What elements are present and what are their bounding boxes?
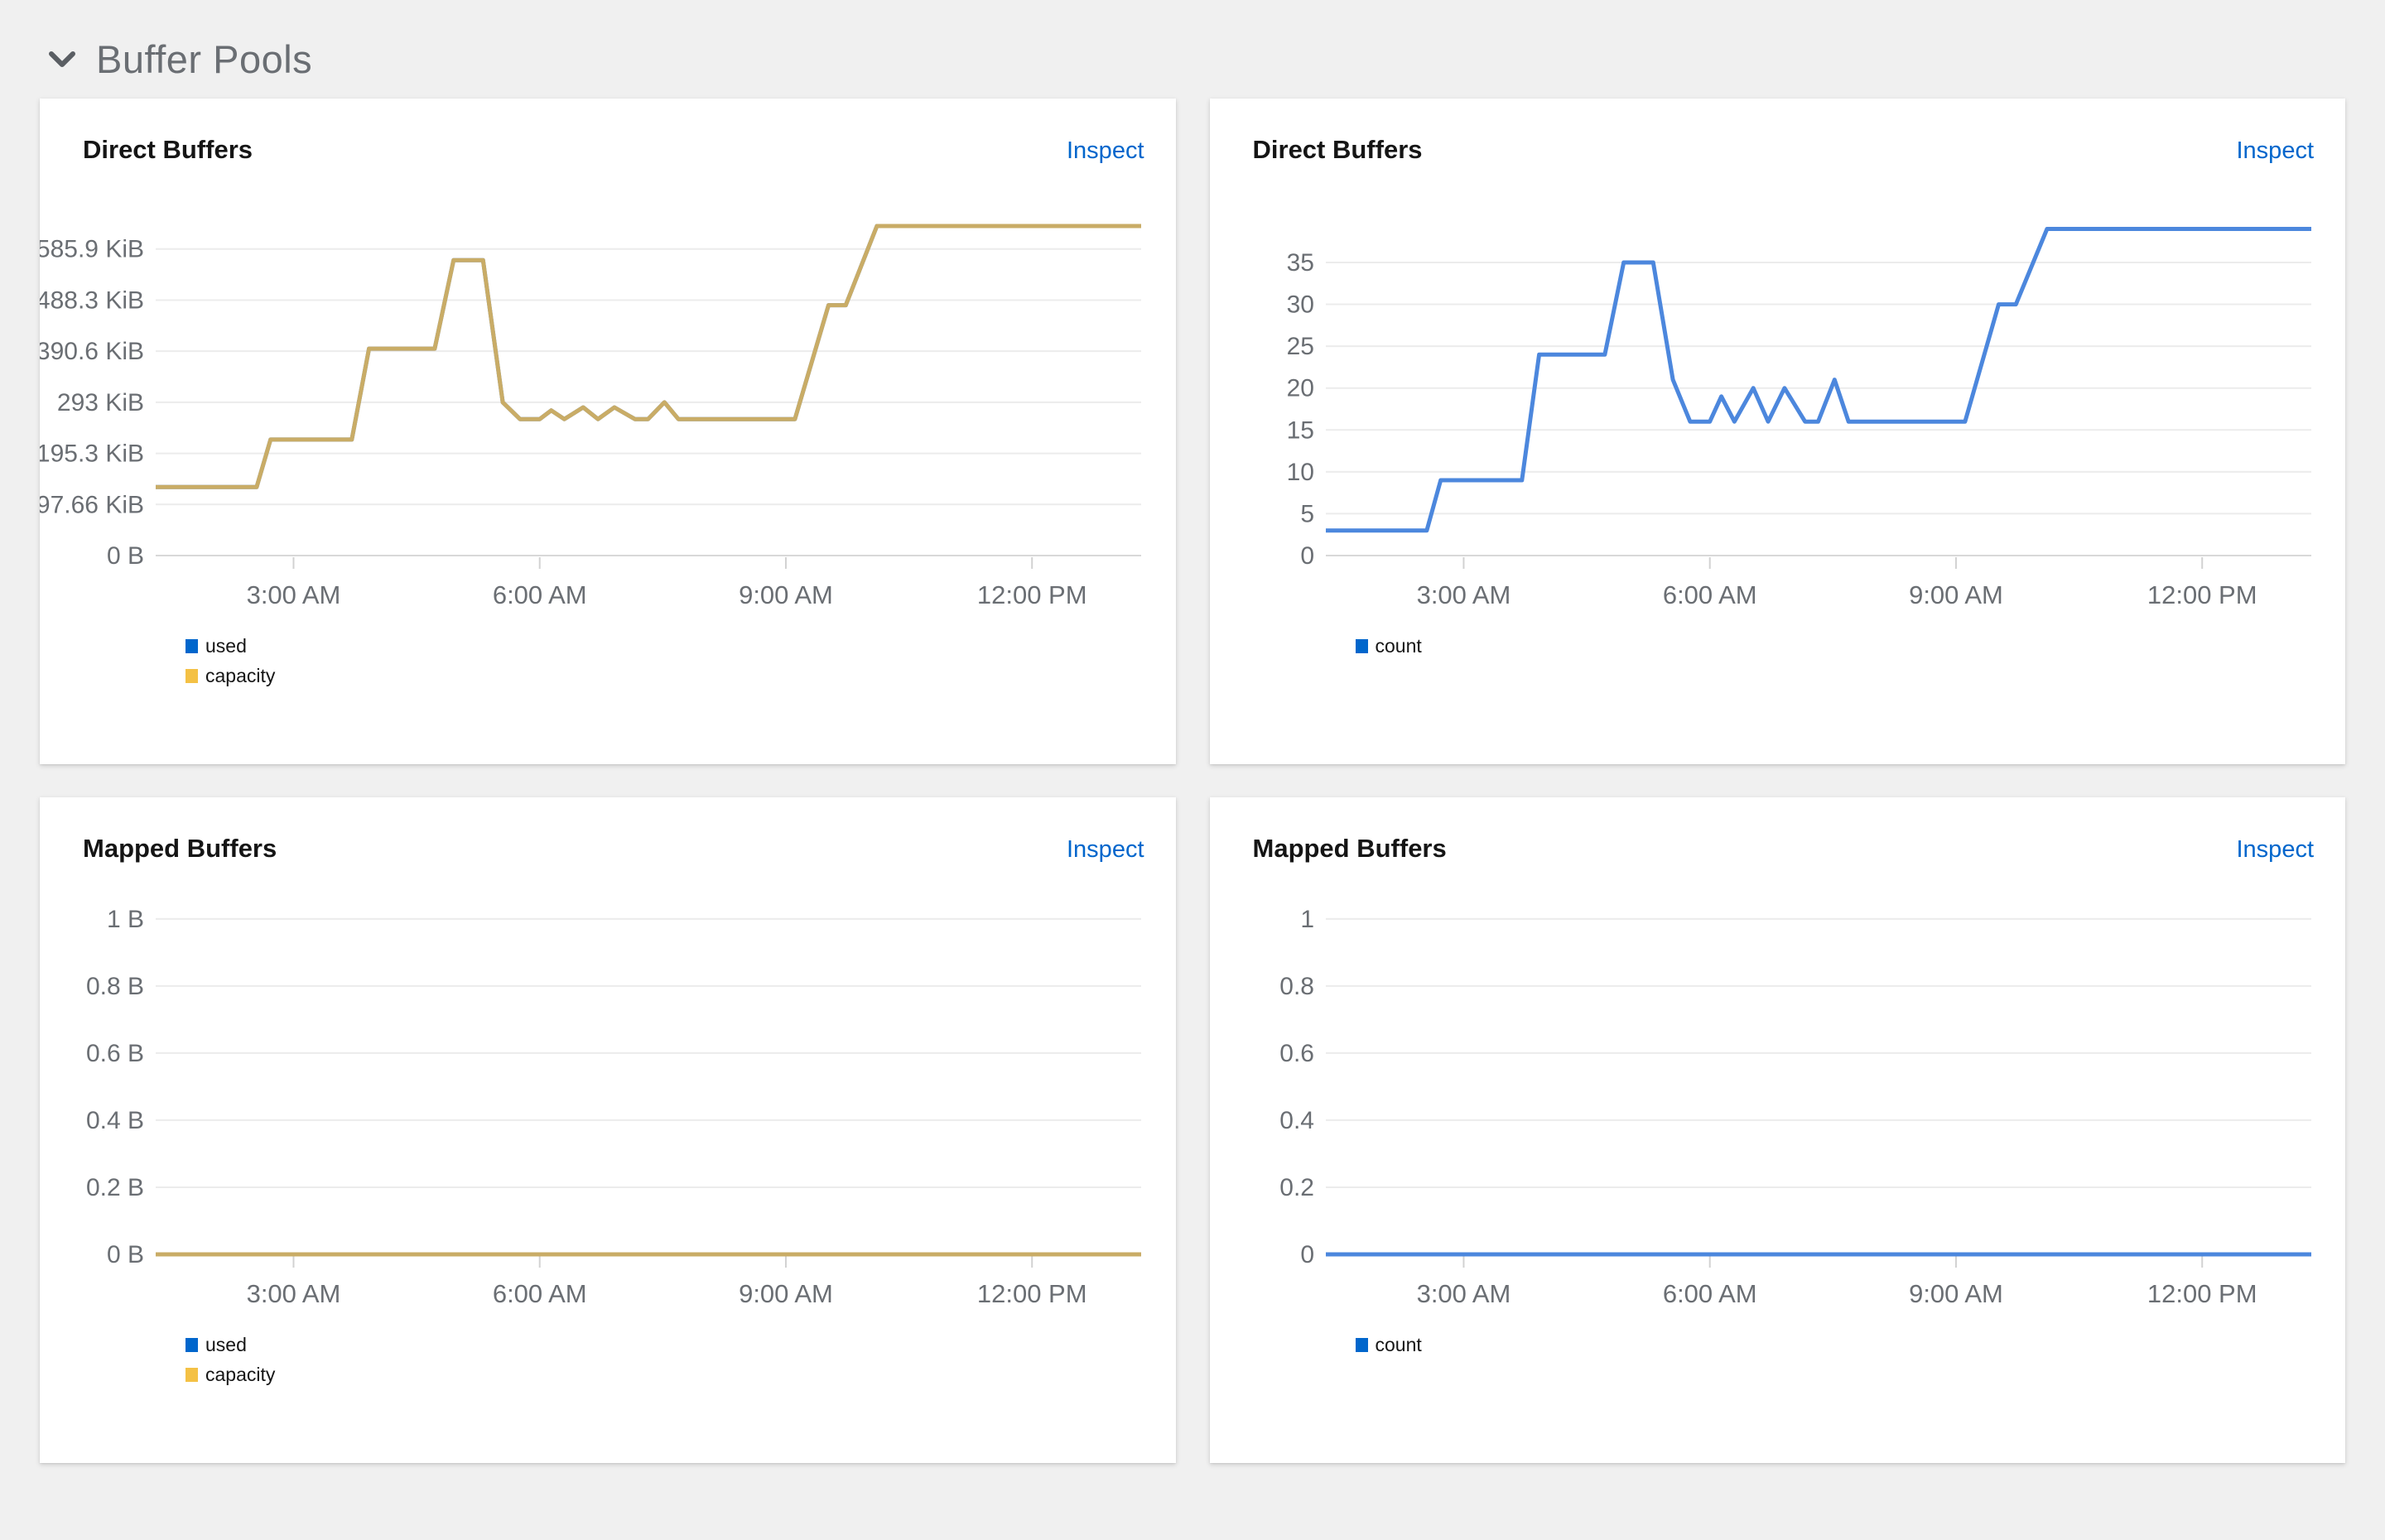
chart-legend: count [1355,635,2346,657]
svg-text:25: 25 [1286,333,1313,360]
legend-label: used [205,635,247,657]
legend-swatch-capacity [186,1368,198,1383]
svg-text:9:00 AM: 9:00 AM [739,1279,833,1308]
legend-swatch-count [1355,1338,1368,1353]
mapped-buffers-memory-chart: 0 B 0.2 B 0.4 B 0.6 B 0.8 B 1 B 3:00 AM 6:00 AM… [86,906,1141,1308]
legend-swatch-used [186,1338,198,1353]
legend-swatch-used [186,639,198,654]
svg-text:35: 35 [1286,249,1313,277]
chevron-down-icon [48,50,76,70]
svg-text:1: 1 [1300,906,1314,933]
svg-text:10: 10 [1286,459,1313,486]
chart-cards-grid: Direct Buffers Inspect 0 B 97.66 KiB 195.3… [0,99,2385,1463]
card-direct-buffers-count: Direct Buffers Inspect 0 5 10 15 20 25 30 35 3:0… [1209,99,2346,764]
svg-text:0: 0 [1300,1241,1314,1268]
svg-text:9:00 AM: 9:00 AM [1909,580,2003,609]
svg-text:195.3 KiB: 195.3 KiB [40,440,144,468]
svg-text:6:00 AM: 6:00 AM [493,1279,587,1308]
legend-item-capacity: capacity [186,665,1176,687]
svg-text:97.66 KiB: 97.66 KiB [40,491,144,518]
legend-item-count: count [1355,635,2346,657]
card-mapped-buffers-count: Mapped Buffers Inspect 0 0.2 0.4 0.6 0.8 1 3:0… [1209,797,2346,1463]
svg-text:0.4: 0.4 [1279,1107,1314,1134]
inspect-link[interactable]: Inspect [1067,836,1144,863]
svg-text:0.8 B: 0.8 B [86,973,144,1000]
svg-text:30: 30 [1286,291,1313,319]
direct-buffers-count-chart: 0 5 10 15 20 25 30 35 3:00 AM 6:00 AM 9:00 AM 12:00… [1286,227,2311,609]
svg-text:0.2: 0.2 [1279,1174,1314,1201]
legend-label: capacity [205,1364,276,1386]
svg-text:9:00 AM: 9:00 AM [739,580,833,609]
mapped-buffers-count-chart: 0 0.2 0.4 0.6 0.8 1 3:00 AM 6:00 AM 9:00 AM 12:00… [1279,906,2311,1308]
svg-text:0.2 B: 0.2 B [86,1174,144,1201]
legend-swatch-capacity [186,669,198,684]
chart-legend: used capacity [186,635,1176,687]
svg-text:585.9 KiB: 585.9 KiB [40,236,144,263]
svg-text:0 B: 0 B [107,1241,144,1268]
svg-text:3:00 AM: 3:00 AM [247,1279,341,1308]
svg-text:20: 20 [1286,375,1313,402]
svg-text:12:00 PM: 12:00 PM [2146,580,2257,609]
direct-buffers-memory-chart: 0 B 97.66 KiB 195.3 KiB 293 KiB 390.6 KiB 488… [40,224,1141,609]
svg-text:0: 0 [1300,542,1314,570]
inspect-link[interactable]: Inspect [2236,836,2315,863]
svg-text:3:00 AM: 3:00 AM [1416,1279,1510,1308]
svg-text:6:00 AM: 6:00 AM [493,580,587,609]
svg-text:9:00 AM: 9:00 AM [1909,1279,2003,1308]
svg-text:390.6 KiB: 390.6 KiB [40,338,144,365]
card-title: Mapped Buffers [83,834,277,863]
svg-text:6:00 AM: 6:00 AM [1662,1279,1756,1308]
chart-legend: used capacity [186,1334,1176,1386]
card-title: Direct Buffers [1252,135,1423,164]
svg-text:0.6: 0.6 [1279,1040,1314,1067]
inspect-link[interactable]: Inspect [2236,137,2315,164]
svg-text:5: 5 [1300,500,1314,527]
svg-text:12:00 PM: 12:00 PM [977,580,1087,609]
legend-label: capacity [205,665,276,687]
svg-text:0.8: 0.8 [1279,973,1314,1000]
legend-label: count [1375,635,1422,657]
svg-text:293 KiB: 293 KiB [57,389,144,416]
chart-legend: count [1355,1334,2346,1355]
legend-item-capacity: capacity [186,1364,1176,1385]
legend-swatch-count [1355,639,1368,654]
card-title: Direct Buffers [83,135,253,164]
card-mapped-buffers-memory: Mapped Buffers Inspect 0 B 0.2 B 0.4 B 0.6 … [40,797,1176,1463]
legend-item-used: used [186,635,1176,657]
svg-text:3:00 AM: 3:00 AM [247,580,341,609]
svg-text:0.4 B: 0.4 B [86,1107,144,1134]
legend-item-count: count [1355,1334,2346,1355]
svg-text:0 B: 0 B [107,542,144,570]
legend-label: used [205,1334,247,1355]
section-toggle-buffer-pools[interactable]: Buffer Pools [0,0,2385,82]
svg-text:0.6 B: 0.6 B [86,1040,144,1067]
inspect-link[interactable]: Inspect [1067,137,1144,164]
svg-text:12:00 PM: 12:00 PM [2146,1279,2257,1308]
svg-text:488.3 KiB: 488.3 KiB [40,286,144,314]
card-title: Mapped Buffers [1252,834,1447,863]
section-title: Buffer Pools [96,37,313,81]
svg-text:6:00 AM: 6:00 AM [1662,580,1756,609]
svg-text:15: 15 [1286,416,1313,444]
legend-item-used: used [186,1334,1176,1355]
svg-text:12:00 PM: 12:00 PM [977,1279,1087,1308]
svg-text:1 B: 1 B [107,906,144,933]
svg-text:3:00 AM: 3:00 AM [1416,580,1510,609]
legend-label: count [1375,1334,1422,1355]
card-direct-buffers-memory: Direct Buffers Inspect 0 B 97.66 KiB 195.3… [40,99,1176,764]
